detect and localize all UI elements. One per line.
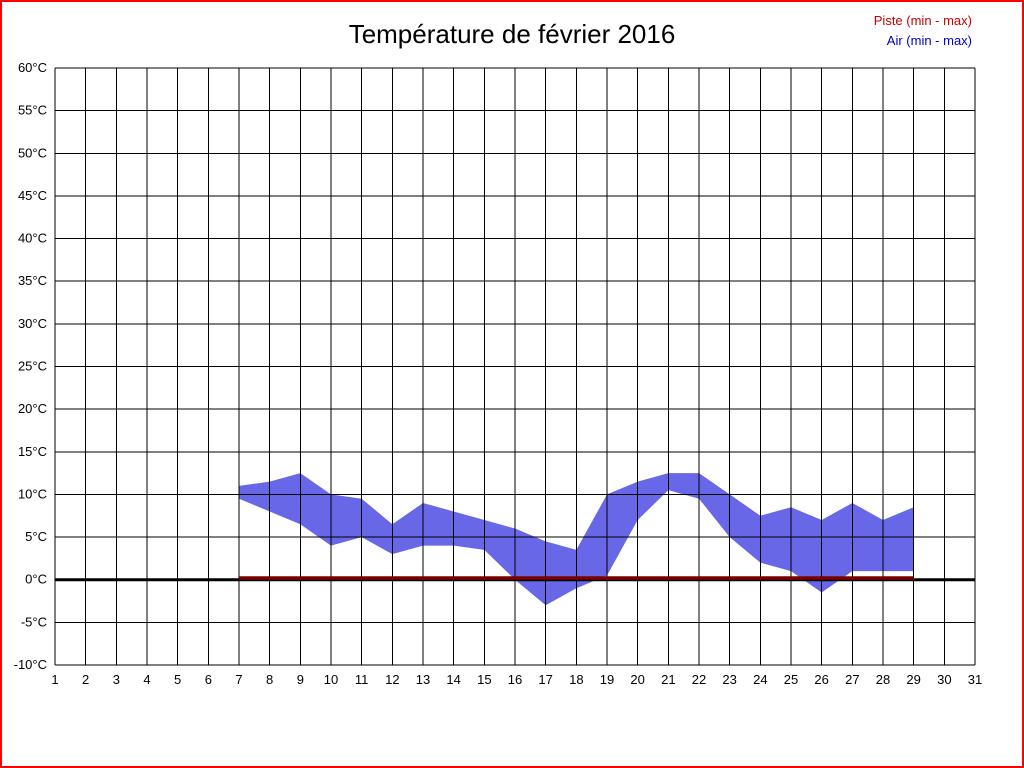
series-band-air bbox=[239, 473, 914, 606]
grid-lines bbox=[54, 67, 976, 666]
legend-air-label: Air (min - max) bbox=[886, 33, 972, 48]
x-tick-label: 7 bbox=[235, 672, 242, 687]
x-tick-label: 21 bbox=[661, 672, 675, 687]
x-tick-label: 30 bbox=[937, 672, 951, 687]
x-tick-label: 26 bbox=[814, 672, 828, 687]
x-tick-label: 28 bbox=[876, 672, 890, 687]
y-tick-label: 50°C bbox=[18, 145, 47, 160]
x-tick-label: 19 bbox=[600, 672, 614, 687]
y-axis-labels: 60°C 55°C 50°C 45°C 40°C 35°C 30°C 25°C 20°C 15°C… bbox=[14, 60, 47, 672]
x-tick-label: 14 bbox=[446, 672, 460, 687]
x-tick-label: 22 bbox=[692, 672, 706, 687]
x-tick-label: 13 bbox=[416, 672, 430, 687]
y-tick-label: 20°C bbox=[18, 401, 47, 416]
y-tick-label: 55°C bbox=[18, 103, 47, 118]
chart-title: Température de février 2016 bbox=[348, 19, 676, 49]
y-tick-label: 0°C bbox=[25, 572, 47, 587]
x-tick-label: 24 bbox=[753, 672, 767, 687]
y-tick-label: 15°C bbox=[18, 444, 47, 459]
legend-piste-label: Piste (min - max) bbox=[873, 13, 972, 28]
y-tick-label: -10°C bbox=[14, 657, 47, 672]
x-tick-label: 3 bbox=[113, 672, 120, 687]
series-band-piste bbox=[239, 576, 914, 580]
y-tick-label: 60°C bbox=[18, 60, 47, 75]
x-tick-label: 10 bbox=[324, 672, 338, 687]
x-tick-label: 20 bbox=[630, 672, 644, 687]
x-tick-label: 16 bbox=[508, 672, 522, 687]
y-tick-label: 45°C bbox=[18, 188, 47, 203]
x-tick-label: 5 bbox=[174, 672, 181, 687]
y-tick-label: 10°C bbox=[18, 486, 47, 501]
x-tick-label: 2 bbox=[82, 672, 89, 687]
y-tick-label: 30°C bbox=[18, 316, 47, 331]
legend: Piste (min - max) Air (min - max) bbox=[874, 11, 972, 51]
x-tick-label: 9 bbox=[297, 672, 304, 687]
x-tick-label: 8 bbox=[266, 672, 273, 687]
y-tick-label: -5°C bbox=[21, 614, 47, 629]
x-tick-label: 29 bbox=[906, 672, 920, 687]
x-axis-labels: 1 2 3 4 5 6 7 8 9 10 11 12 13 14 15 16 17 18 19 20 21 22 23 24 2… bbox=[51, 672, 982, 687]
x-tick-label: 27 bbox=[845, 672, 859, 687]
y-tick-label: 5°C bbox=[25, 529, 47, 544]
x-tick-label: 25 bbox=[784, 672, 798, 687]
x-tick-label: 11 bbox=[355, 672, 369, 687]
x-tick-label: 4 bbox=[143, 672, 150, 687]
x-tick-label: 6 bbox=[205, 672, 212, 687]
x-tick-label: 18 bbox=[569, 672, 583, 687]
y-tick-label: 40°C bbox=[18, 231, 47, 246]
x-tick-label: 31 bbox=[968, 672, 982, 687]
x-tick-label: 15 bbox=[477, 672, 491, 687]
y-tick-label: 35°C bbox=[18, 273, 47, 288]
x-tick-label: 12 bbox=[385, 672, 399, 687]
x-tick-label: 23 bbox=[722, 672, 736, 687]
x-tick-label: 1 bbox=[51, 672, 58, 687]
x-tick-label: 17 bbox=[538, 672, 552, 687]
y-tick-label: 25°C bbox=[18, 359, 47, 374]
